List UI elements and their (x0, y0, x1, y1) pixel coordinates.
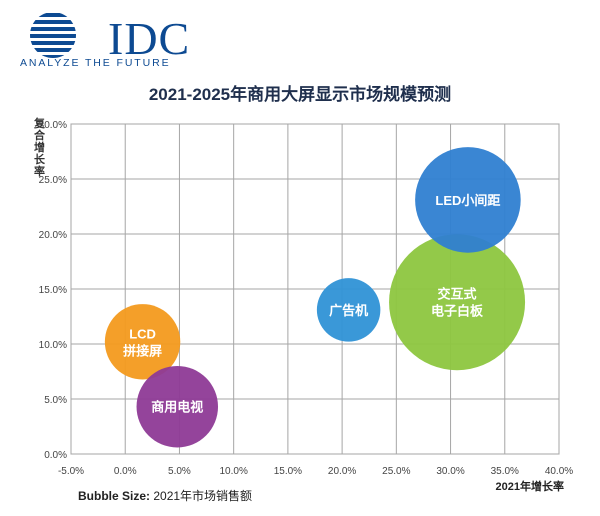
x-tick-label: 20.0% (328, 466, 356, 477)
bubble-label: 电子白板 (431, 304, 484, 319)
x-axis-label: 2021年增长率 (495, 481, 564, 493)
y-tick-label: 0.0% (44, 450, 67, 461)
y-axis-label: 复合增长率 (34, 118, 45, 178)
bubble (316, 278, 381, 342)
y-tick-label: 10.0% (39, 340, 67, 351)
bubble (415, 147, 521, 253)
x-tick-label: 35.0% (491, 466, 519, 477)
chart-title: 2021-2025年商用大屏显示市场规模预测 (148, 85, 452, 104)
x-tick-label: 25.0% (382, 466, 410, 477)
bubble-label: 商用电视 (151, 400, 203, 415)
x-tick-label: 5.0% (168, 466, 191, 477)
bubble-label: LCD (129, 326, 156, 341)
x-tick-label: 30.0% (436, 466, 464, 477)
x-tick-label: 10.0% (219, 466, 247, 477)
y-tick-label: 20.0% (39, 230, 67, 241)
y-tick-label: 15.0% (39, 285, 67, 296)
x-tick-label: -5.0% (58, 466, 84, 477)
bubble-label: 交互式 (438, 287, 477, 302)
x-tick-label: 40.0% (545, 466, 573, 477)
bubble (136, 365, 219, 448)
y-tick-label: 25.0% (39, 175, 67, 186)
globe-icon (30, 13, 76, 58)
bubble-size-text: 2021年市场销售额 (153, 489, 253, 503)
bubble-label: LED小间距 (435, 193, 500, 208)
x-tick-label: 0.0% (114, 466, 137, 477)
logo-tagline: ANALYZE THE FUTURE (20, 57, 171, 69)
bubble-label: 拼接屏 (123, 343, 162, 358)
y-tick-label: 30.0% (39, 120, 67, 131)
bubble (389, 234, 526, 371)
bubble-size-note: Bubble Size: 2021年市场销售额 (78, 487, 252, 504)
x-tick-label: 15.0% (274, 466, 302, 477)
y-tick-label: 5.0% (44, 395, 67, 406)
bubble (104, 304, 181, 380)
idc-logo: IDC (22, 10, 189, 72)
bubble-label: 广告机 (329, 303, 368, 318)
logo-brand: IDC (108, 13, 191, 64)
bubble-size-prefix: Bubble Size: (78, 489, 151, 503)
